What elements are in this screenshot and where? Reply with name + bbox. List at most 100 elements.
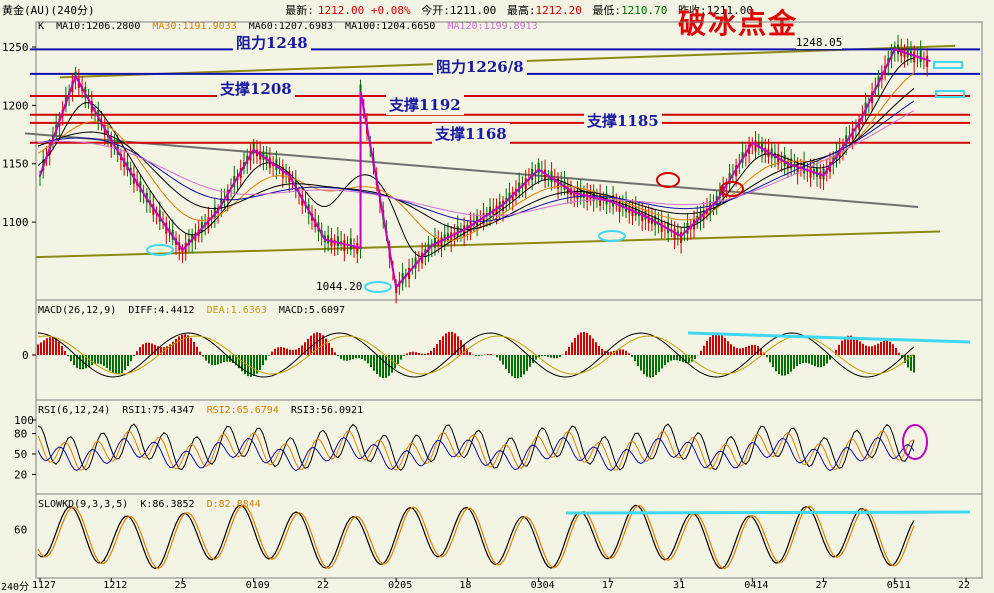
symbol-label: 黄金(AU)(240分) [2,4,95,17]
candle-body [660,221,663,233]
ma10-legend: MA10:1206.2800 [56,21,141,32]
kd-line-0 [37,504,915,570]
open-price: 1211.00 [449,4,497,17]
x-tick-label: 1127 [32,580,56,591]
moving-average-line [37,57,915,258]
candle-body [482,213,485,225]
candle-body [330,237,333,247]
candle-body [356,243,359,254]
macd-value: MACD:5.6097 [278,305,346,316]
kd-line-1 [37,504,915,570]
kd-d-value: D:82.8844 [206,499,261,510]
rsi-tick-label: 80 [14,428,27,441]
candle-body [586,192,589,203]
quote-header: 黄金(AU)(240分) 最新: 1212.00 +0.08% 今开:1211.0… [2,2,757,18]
candle-body [897,44,900,54]
x-tick-label: 0109 [246,580,270,591]
rsi3-value: RSI3:56.0921 [290,405,364,416]
target-marker-1 [935,90,965,98]
ma30-legend: MA30:1191.9033 [152,21,237,32]
high-price: 1212.20 [535,4,582,17]
high-point-label: 1248.05 [796,36,843,49]
watermark-title: 破冰点金 [678,7,799,40]
candle-body [754,140,757,152]
lower-trendline [35,230,941,259]
candle-body [673,228,676,240]
x-tick-label: 0414 [744,580,768,591]
ma120-legend: MA120:1199.8913 [447,21,538,32]
ma100-legend: MA100:1204.6650 [345,21,436,32]
x-tick-label: 0511 [887,580,911,591]
rsi-circle-marker [902,424,928,460]
rsi-line-2 [37,436,915,472]
macd-dea-line [37,335,915,375]
retest-marker-1 [720,181,744,197]
candle-body [434,237,437,248]
low-marker-1 [364,281,392,293]
kd-legend: SLOWKD(9,3,3,5) K:86.3852 D:82.8844 [38,499,267,510]
x-tick-label: 27 [816,580,828,591]
prev-close-label: 昨收: [678,4,707,17]
x-tick-label: 22 [958,580,970,591]
candle-body [777,154,780,165]
low-marker-2 [598,230,626,242]
price-tick-label: 1150 [2,158,29,171]
candle-body [343,239,346,251]
macd-diff-line [37,332,915,378]
x-tick-label: 25 [174,580,186,591]
x-tick-label: 0304 [531,580,555,591]
candle-body [576,190,579,200]
low-point-label: 1044.20 [316,280,363,293]
support-1168-label: 支撑1168 [432,123,510,144]
candle-body [537,162,540,174]
moving-average-line [37,88,915,231]
low-label: 最低: [592,4,622,17]
zigzag-pattern-line [39,48,931,290]
downtrend-line [24,132,919,208]
resistance-1226-label: 阻力1226/8 [433,56,527,77]
rsi-tick-label: 100 [14,414,34,427]
x-tick-label: 22 [317,580,329,591]
candle-body [783,154,786,167]
candle-body [550,171,553,183]
moving-average-line [37,110,915,217]
kd-params: SLOWKD(9,3,3,5) [38,499,129,510]
rsi-tick-label: 50 [14,448,27,461]
candle-body [654,215,657,226]
candle-body [349,238,352,250]
candle-body [456,226,459,237]
candle-body [336,236,339,247]
candle-body [469,221,472,233]
candle-body [502,200,504,212]
price-tick-label: 1200 [2,99,29,112]
candle-body [281,166,284,178]
rsi-params: RSI(6,12,24) [38,405,111,416]
candle-body [450,232,453,242]
x-tick-label: 18 [459,580,471,591]
moving-average-line [37,72,915,242]
macd-legend: MACD(26,12,9) DIFF:4.4412 DEA:1.6363 MAC… [38,305,351,316]
ma-legend: K MA10:1206.2800 MA30:1191.9033 MA60:120… [38,21,544,32]
candle-body [816,167,819,177]
latest-label: 最新: [285,4,314,17]
candle-body [39,175,41,177]
resistance-1248-label: 阻力1248 [233,32,311,53]
candle-body [557,178,560,189]
candle-body [625,201,628,212]
kd-k-value: K:86.3852 [140,499,195,510]
latest-price: 1212.00 [317,4,365,17]
rsi-tick-label: 20 [14,468,27,481]
rsi-legend: RSI(6,12,24) RSI1:75.4347 RSI2:65.6794 R… [38,405,369,416]
candle-body [761,142,764,153]
price-tick-label: 1250 [2,41,29,54]
high-label: 最高: [506,4,536,17]
rsi2-value: RSI2:65.6794 [206,405,279,416]
support-1185-label: 支撑1185 [584,110,662,131]
macd-divergence-line [687,331,971,344]
x-tick-label: 17 [602,580,614,591]
period-label: 240分 [1,582,30,593]
panel-frame-3 [35,493,983,579]
change-percent: +0.08% [370,4,411,17]
